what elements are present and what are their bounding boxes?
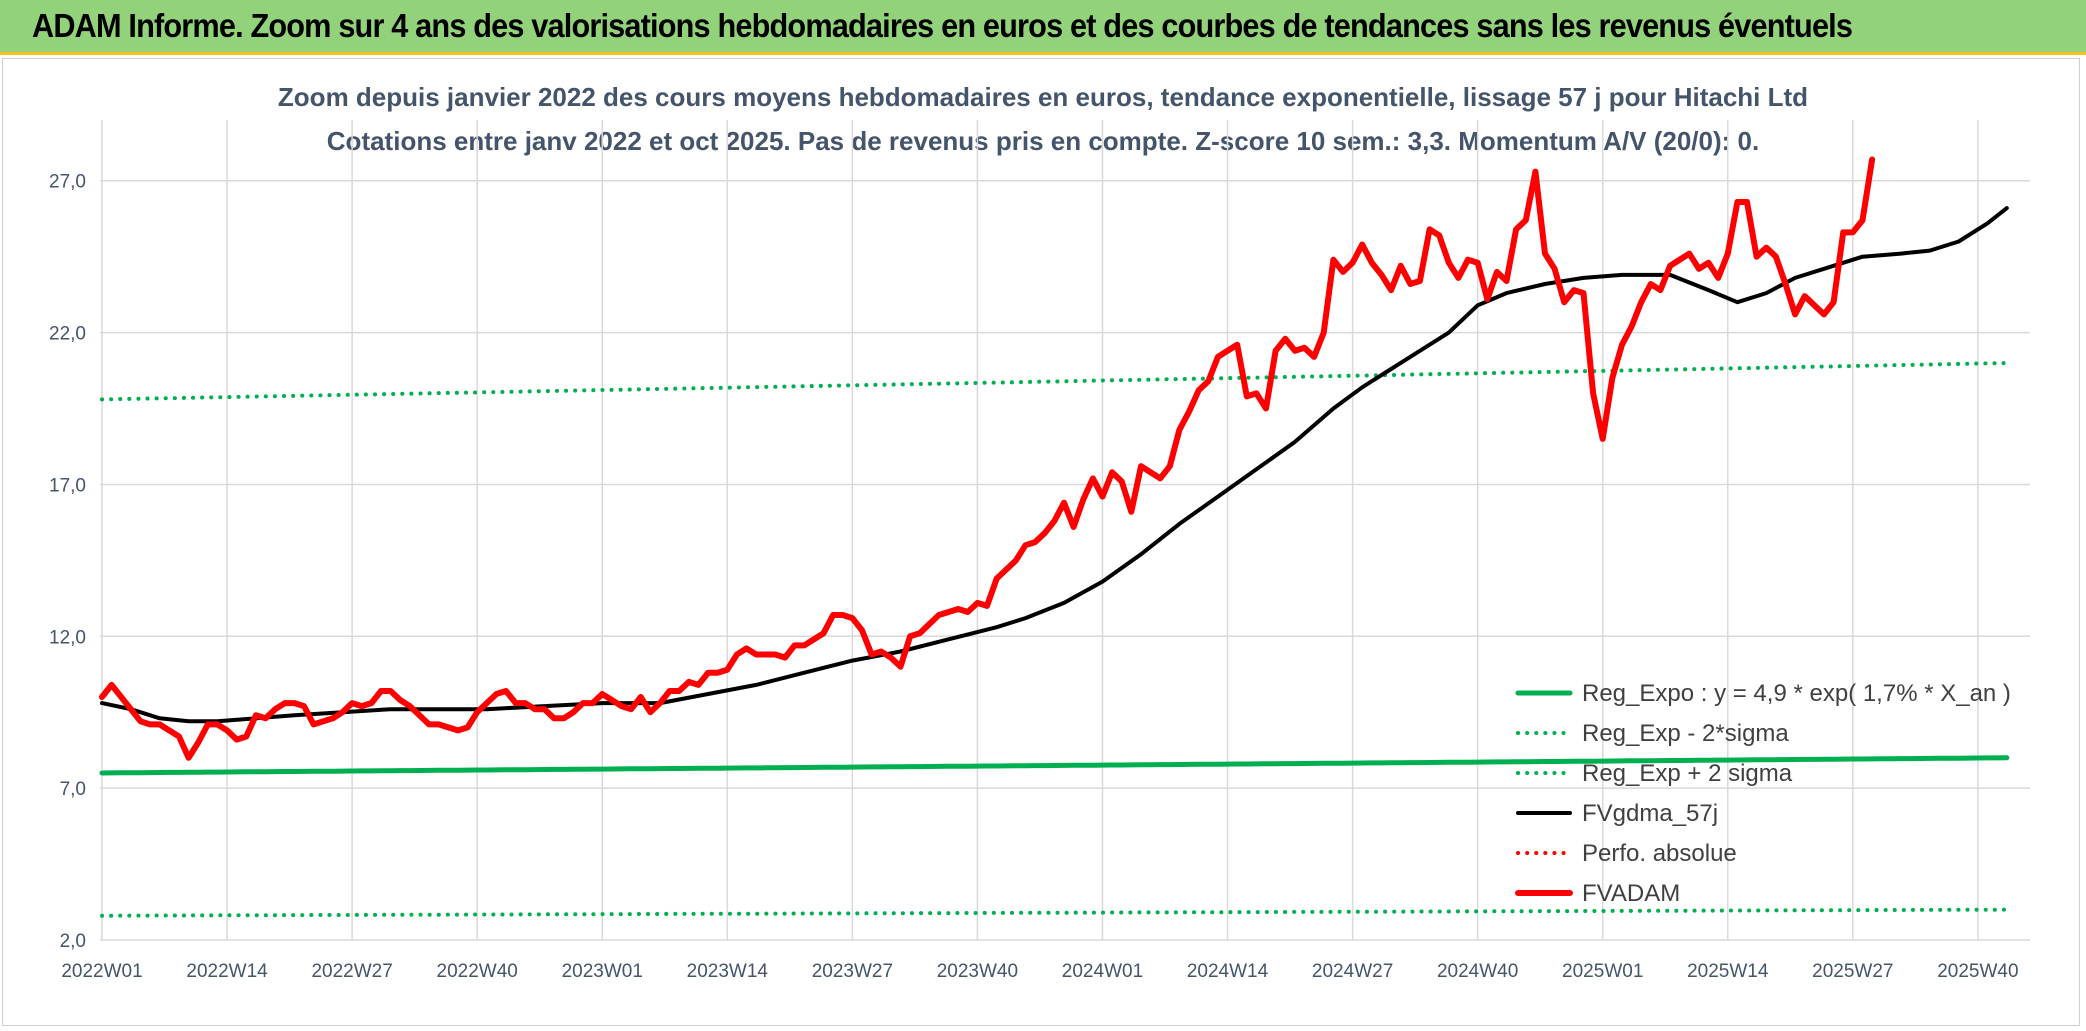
x-tick-label: 2025W40 xyxy=(1937,961,2018,982)
x-tick-label: 2023W14 xyxy=(687,961,769,982)
x-tick-label: 2025W27 xyxy=(1812,961,1893,982)
chart-title: Zoom depuis janvier 2022 des cours moyen… xyxy=(277,82,1809,112)
legend-label: Reg_Expo : y = 4,9 * exp( 1,7% * X_an ) xyxy=(1582,680,2011,707)
x-tick-label: 2025W01 xyxy=(1562,961,1643,982)
legend-label: FVgdma_57j xyxy=(1582,800,1718,827)
legend-label: Reg_Exp + 2 sigma xyxy=(1582,760,1793,787)
x-tick-label: 2022W14 xyxy=(186,961,268,982)
series-line-0 xyxy=(99,755,2010,776)
y-tick-label: 27,0 xyxy=(49,172,86,193)
y-tick-label: 2,0 xyxy=(60,931,86,952)
x-tick-label: 2025W14 xyxy=(1687,961,1769,982)
series-line-1 xyxy=(100,907,2009,918)
legend: Reg_Expo : y = 4,9 * exp( 1,7% * X_an ) R… xyxy=(1515,680,2011,907)
legend-label: FVADAM xyxy=(1582,880,1680,907)
report-banner: ADAM Informe. Zoom sur 4 ans des valoris… xyxy=(0,0,2086,55)
chart-frame xyxy=(2,58,2080,1026)
x-tick-label: 2022W01 xyxy=(61,961,142,982)
x-tick-label: 2024W40 xyxy=(1437,961,1518,982)
x-tick-label: 2022W40 xyxy=(437,961,518,982)
chart-subtitle: Cotations entre janv 2022 et oct 2025. P… xyxy=(326,126,1760,156)
x-tick-label: 2024W01 xyxy=(1062,961,1143,982)
series-lines xyxy=(99,156,2010,918)
grid xyxy=(100,120,2030,941)
x-tick-label: 2023W01 xyxy=(562,961,643,982)
y-tick-label: 22,0 xyxy=(49,324,86,345)
y-tick-label: 17,0 xyxy=(49,475,86,496)
x-tick-label: 2023W27 xyxy=(812,961,893,982)
y-tick-label: 7,0 xyxy=(60,779,86,800)
x-tick-label: 2024W27 xyxy=(1312,961,1393,982)
y-tick-label: 12,0 xyxy=(49,627,86,648)
x-tick-label: 2022W27 xyxy=(311,961,392,982)
x-tick-label: 2023W40 xyxy=(937,961,1018,982)
x-tick-label: 2024W14 xyxy=(1187,961,1269,982)
series-line-5 xyxy=(99,156,1876,761)
report-title: ADAM Informe. Zoom sur 4 ans des valoris… xyxy=(32,7,1853,44)
series-line-3 xyxy=(100,206,2009,724)
legend-label: Perfo. absolue xyxy=(1582,840,1737,867)
y-axis: 2,0 7,0 12,0 17,0 22,0 27,0 xyxy=(49,172,86,952)
x-axis: 2022W01 2022W14 2022W27 2022W40 2023W01 2023W… xyxy=(61,961,2018,982)
legend-label: Reg_Exp - 2*sigma xyxy=(1582,720,1789,747)
series-line-2 xyxy=(100,361,2009,402)
